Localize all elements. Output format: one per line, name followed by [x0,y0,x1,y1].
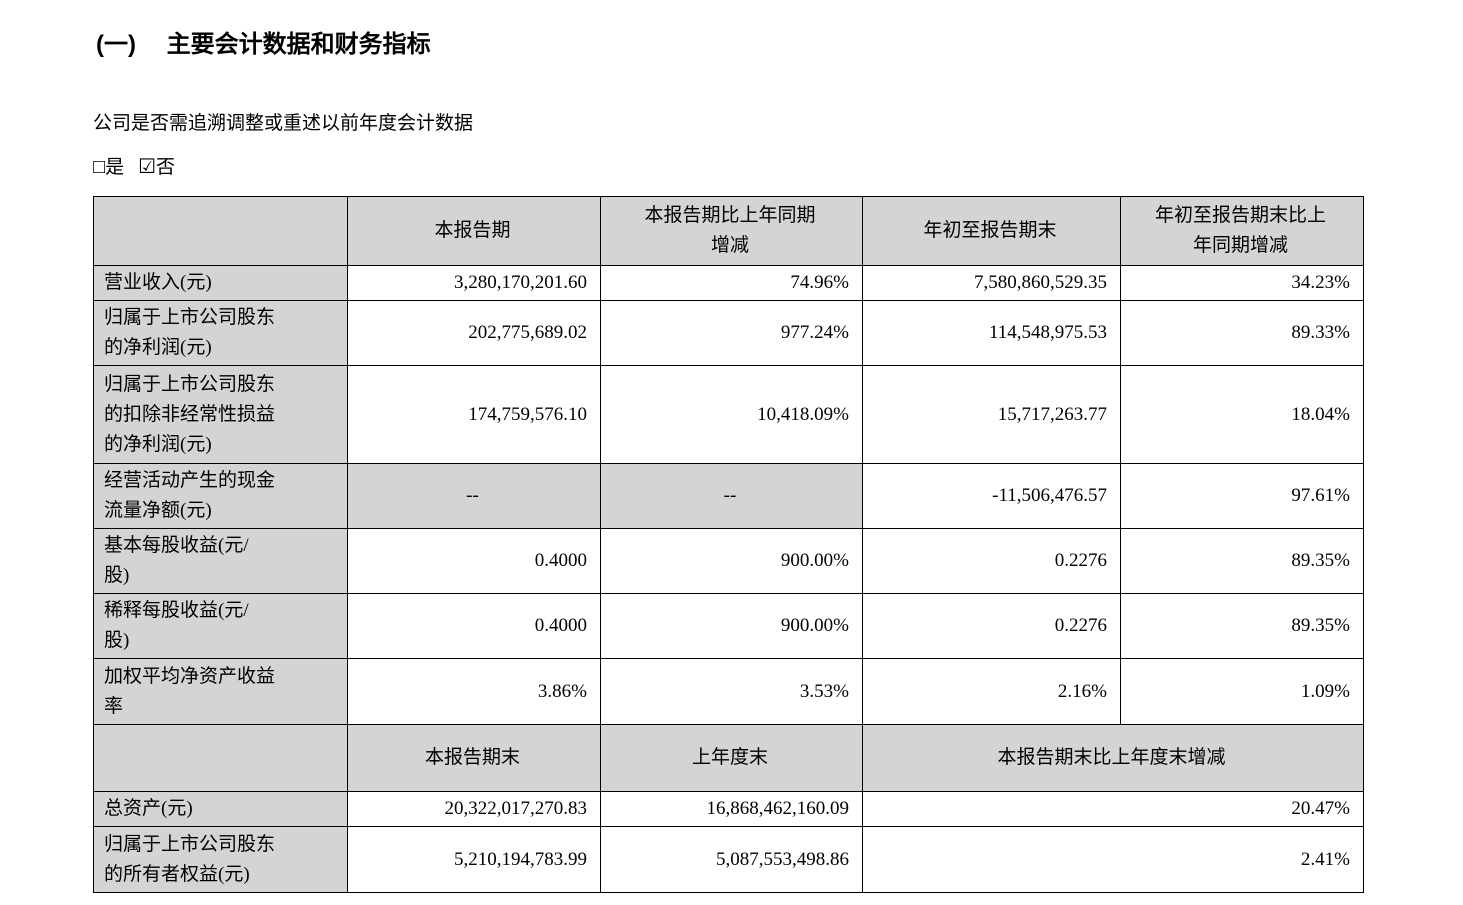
table-row: 归属于上市公司股东 的扣除非经常性损益 的净利润(元) 174,759,576.… [93,365,1364,464]
cell-value: 3.53% [600,658,863,725]
table-row: 加权平均净资产收益 率 3.86% 3.53% 2.16% 1.09% [93,658,1364,725]
cell-value: 2.16% [862,658,1121,725]
table-row: 归属于上市公司股东 的所有者权益(元) 5,210,194,783.99 5,0… [93,826,1364,893]
empty-header-cell [93,196,348,266]
cell-value: 15,717,263.77 [862,365,1121,464]
row-label: 总资产(元) [93,791,348,827]
cell-value: 3.86% [347,658,601,725]
option-no-label: 否 [156,157,176,178]
option-yes: □是 [93,156,125,178]
row-label: 稀释每股收益(元/ 股) [93,593,348,659]
table-row: 归属于上市公司股东 的净利润(元) 202,775,689.02 977.24%… [93,300,1364,366]
header-ytd-yoy-change: 年初至报告期末比上 年同期增减 [1120,196,1364,266]
row-label: 经营活动产生的现金 流量净额(元) [93,463,348,529]
cell-value: 89.35% [1120,528,1364,594]
checkbox-unchecked-icon: □ [93,156,106,178]
cell-value: 2.41% [862,826,1364,893]
cell-value: -- [347,463,601,529]
cell-value: 0.4000 [347,528,601,594]
header-current-period: 本报告期 [347,196,601,266]
table-header-row-period-end: 本报告期末 上年度末 本报告期末比上年度末增减 [93,724,1364,792]
cell-value: 900.00% [600,593,863,659]
table-header-row-period: 本报告期 本报告期比上年同期 增减 年初至报告期末 年初至报告期末比上 年同期增… [93,196,1364,266]
header-prior-year-end: 上年度末 [600,724,863,792]
cell-value: 20,322,017,270.83 [347,791,601,827]
empty-header-cell [93,724,348,792]
row-label: 归属于上市公司股东 的净利润(元) [93,300,348,366]
section-title: (一) 主要会计数据和财务指标 [96,31,431,58]
cell-value: 20.47% [862,791,1364,827]
cell-value: 7,580,860,529.35 [862,265,1121,301]
table-row: 总资产(元) 20,322,017,270.83 16,868,462,160.… [93,791,1364,827]
cell-value: 174,759,576.10 [347,365,601,464]
option-no: ☑否 [138,156,176,178]
row-label: 归属于上市公司股东 的扣除非经常性损益 的净利润(元) [93,365,348,464]
cell-value: 16,868,462,160.09 [600,791,863,827]
cell-value: 1.09% [1120,658,1364,725]
option-yes-label: 是 [105,157,125,178]
cell-value: -- [600,463,863,529]
cell-value: 0.2276 [862,528,1121,594]
financial-indicators-table: 本报告期 本报告期比上年同期 增减 年初至报告期末 年初至报告期末比上 年同期增… [93,196,1364,893]
row-label: 加权平均净资产收益 率 [93,658,348,725]
checkbox-checked-icon: ☑ [138,156,157,178]
header-period-end: 本报告期末 [347,724,601,792]
cell-value: 5,087,553,498.86 [600,826,863,893]
restate-options: □是 ☑否 [93,155,1463,180]
table-row: 基本每股收益(元/ 股) 0.4000 900.00% 0.2276 89.35… [93,528,1364,594]
cell-value: 202,775,689.02 [347,300,601,366]
cell-value: 10,418.09% [600,365,863,464]
cell-value: 114,548,975.53 [862,300,1121,366]
cell-value: -11,506,476.57 [862,463,1121,529]
table-row: 稀释每股收益(元/ 股) 0.4000 900.00% 0.2276 89.35… [93,593,1364,659]
cell-value: 89.35% [1120,593,1364,659]
row-label: 营业收入(元) [93,265,348,301]
cell-value: 900.00% [600,528,863,594]
cell-value: 5,210,194,783.99 [347,826,601,893]
table-row: 经营活动产生的现金 流量净额(元) -- -- -11,506,476.57 9… [93,463,1364,529]
cell-value: 89.33% [1120,300,1364,366]
cell-value: 0.2276 [862,593,1121,659]
cell-value: 3,280,170,201.60 [347,265,601,301]
cell-value: 34.23% [1120,265,1364,301]
header-ytd: 年初至报告期末 [862,196,1121,266]
header-yoy-change: 本报告期比上年同期 增减 [600,196,863,266]
row-label: 归属于上市公司股东 的所有者权益(元) [93,826,348,893]
cell-value: 18.04% [1120,365,1364,464]
row-label: 基本每股收益(元/ 股) [93,528,348,594]
header-period-end-change: 本报告期末比上年度末增减 [862,724,1364,792]
cell-value: 0.4000 [347,593,601,659]
table-row: 营业收入(元) 3,280,170,201.60 74.96% 7,580,86… [93,265,1364,301]
cell-value: 74.96% [600,265,863,301]
cell-value: 977.24% [600,300,863,366]
cell-value: 97.61% [1120,463,1364,529]
restate-question: 公司是否需追溯调整或重述以前年度会计数据 [93,113,474,134]
